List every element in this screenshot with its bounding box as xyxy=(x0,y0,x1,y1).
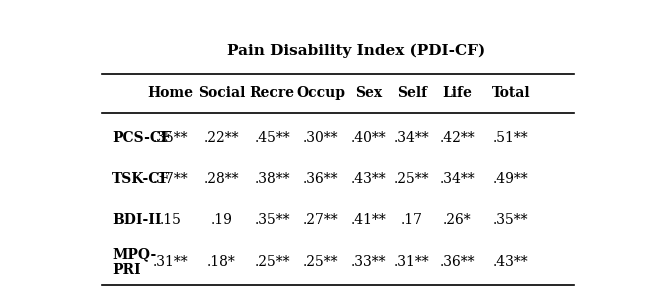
Text: Self: Self xyxy=(397,86,427,100)
Text: .28**: .28** xyxy=(204,172,239,186)
Text: .35**: .35** xyxy=(153,131,189,145)
Text: .33**: .33** xyxy=(351,255,386,269)
Text: .41**: .41** xyxy=(351,213,386,227)
Text: .36**: .36** xyxy=(303,172,338,186)
Text: .45**: .45** xyxy=(254,131,290,145)
Text: .25**: .25** xyxy=(303,255,338,269)
Text: .43**: .43** xyxy=(493,255,529,269)
Text: .51**: .51** xyxy=(493,131,529,145)
Text: .40**: .40** xyxy=(351,131,386,145)
Text: .49**: .49** xyxy=(493,172,529,186)
Text: Occup: Occup xyxy=(296,86,345,100)
Text: .18*: .18* xyxy=(207,255,236,269)
Text: .26*: .26* xyxy=(443,213,472,227)
Text: .17: .17 xyxy=(401,213,423,227)
Text: Recre: Recre xyxy=(250,86,295,100)
Text: .30**: .30** xyxy=(303,131,338,145)
Text: Social: Social xyxy=(198,86,245,100)
Text: .31**: .31** xyxy=(153,255,189,269)
Text: .37**: .37** xyxy=(153,172,189,186)
Text: .31**: .31** xyxy=(394,255,430,269)
Text: .42**: .42** xyxy=(440,131,476,145)
Text: .35**: .35** xyxy=(255,213,290,227)
Text: MPQ-
PRI: MPQ- PRI xyxy=(113,247,157,278)
Text: Total: Total xyxy=(491,86,530,100)
Text: Home: Home xyxy=(148,86,194,100)
Text: TSK-CF: TSK-CF xyxy=(113,172,170,186)
Text: .43**: .43** xyxy=(351,172,386,186)
Text: .34**: .34** xyxy=(394,131,430,145)
Text: .36**: .36** xyxy=(440,255,476,269)
Text: .38**: .38** xyxy=(255,172,290,186)
Text: .35**: .35** xyxy=(493,213,529,227)
Text: .22**: .22** xyxy=(204,131,239,145)
Text: .27**: .27** xyxy=(303,213,338,227)
Text: BDI-II: BDI-II xyxy=(113,213,162,227)
Text: PCS-CF: PCS-CF xyxy=(113,131,171,145)
Text: .34**: .34** xyxy=(440,172,476,186)
Text: .19: .19 xyxy=(210,213,233,227)
Text: Life: Life xyxy=(443,86,472,100)
Text: .25**: .25** xyxy=(255,255,290,269)
Text: .15: .15 xyxy=(160,213,181,227)
Text: Pain Disability Index (PDI-CF): Pain Disability Index (PDI-CF) xyxy=(227,43,485,58)
Text: Sex: Sex xyxy=(355,86,383,100)
Text: .25**: .25** xyxy=(394,172,430,186)
